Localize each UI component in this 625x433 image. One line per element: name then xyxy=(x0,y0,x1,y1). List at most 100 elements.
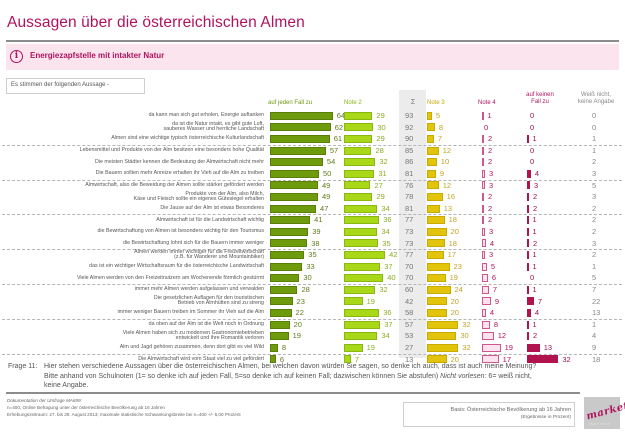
value-label-note4: 3 xyxy=(488,227,494,236)
bar-note1 xyxy=(270,239,308,248)
bar-note3 xyxy=(427,146,439,155)
table-row: Die gesetzlichen Auflagen für den touris… xyxy=(0,296,625,308)
value-label-note5: 0 xyxy=(530,111,535,120)
bar-note4 xyxy=(482,204,484,213)
value-label-sigma: 73 xyxy=(405,238,414,248)
bar-note1 xyxy=(270,297,293,306)
value-label-note4: 2 xyxy=(487,145,493,155)
value-label-unknown: 22 xyxy=(592,296,601,306)
page-title: Aussagen über die österreichischen Almen xyxy=(7,14,305,31)
value-label-unknown: 0 xyxy=(592,122,597,132)
question-text-italic: Nicht vorlesen: xyxy=(440,372,487,380)
bar-note2 xyxy=(344,343,363,352)
bar-note2 xyxy=(344,320,381,329)
value-label-unknown: 18 xyxy=(592,354,601,364)
bar-note5 xyxy=(527,227,529,236)
bar-note2 xyxy=(344,134,373,143)
bar-note1 xyxy=(270,111,333,120)
value-label-unknown: 9 xyxy=(592,343,597,352)
value-label-note4: 2 xyxy=(487,203,493,213)
value-label-sigma: 77 xyxy=(405,215,414,225)
value-label-note5: 1 xyxy=(532,285,537,294)
bar-note2 xyxy=(344,332,378,341)
bar-note1 xyxy=(270,308,292,317)
bar-note2 xyxy=(344,262,381,271)
value-label-note2: 32 xyxy=(379,157,388,167)
value-label-note1: 39 xyxy=(312,227,321,236)
bar-note4 xyxy=(482,134,484,143)
row-label: da oben auf der Alm ist die Welt noch in… xyxy=(148,321,264,328)
bar-note2 xyxy=(344,123,374,132)
column-header-note3: Note 3 xyxy=(427,100,445,106)
value-label-sigma: 42 xyxy=(405,296,414,306)
bar-note3 xyxy=(427,343,459,352)
value-label-note2: 29 xyxy=(376,111,385,120)
value-label-unknown: 1 xyxy=(592,134,597,144)
value-label-sigma: 85 xyxy=(405,145,414,155)
value-label-note4: 8 xyxy=(493,319,498,329)
row-group-divider xyxy=(2,249,622,251)
row-group-divider xyxy=(2,179,622,181)
table-row: Lebensmittel und Produkte von der Alm be… xyxy=(0,145,625,157)
table-row: Almwirtschaft ist für die Landwirtschaft… xyxy=(0,214,625,226)
value-label-note4: 17 xyxy=(502,354,511,364)
question-text-end: 6= weiß nicht, xyxy=(488,372,532,380)
bar-note1 xyxy=(270,192,319,201)
value-label-note3: 9 xyxy=(439,169,444,178)
value-label-note5: 4 xyxy=(534,169,540,178)
row-label: Lebensmittel und Produkte von der Alm be… xyxy=(79,147,264,154)
bar-note1 xyxy=(270,343,278,352)
table-row: Almen sind eine wichtige typisch österre… xyxy=(0,133,625,145)
bar-note1 xyxy=(270,216,311,225)
row-label: Die Bauern sollten mehr Anreize erhalten… xyxy=(95,170,264,177)
bar-note4 xyxy=(482,250,485,259)
logo-subtext: INSTITUT xyxy=(589,422,611,426)
bar-note5 xyxy=(527,320,529,329)
value-label-note1: 54 xyxy=(326,157,336,167)
column-header-note4: Note 4 xyxy=(478,100,496,106)
table-row: immer weniger Bauern treiben im Sommer i… xyxy=(0,307,625,319)
value-label-note3: 18 xyxy=(448,215,457,225)
value-label-unknown: 1 xyxy=(592,319,597,329)
value-label-note2: 30 xyxy=(377,122,386,132)
value-label-note4: 3 xyxy=(488,180,494,190)
value-label-note2: 29 xyxy=(376,134,385,144)
row-group-divider xyxy=(2,144,622,146)
question-text-part: Bitte anhand von Schulnoten (1= so denke… xyxy=(44,372,439,380)
row-group-divider xyxy=(2,353,622,355)
bar-note1 xyxy=(270,262,303,271)
value-label-note1: 6 xyxy=(279,354,285,364)
table-row: da kann man sich gut erholen, Energie au… xyxy=(0,110,625,122)
sigma-column-background xyxy=(399,90,426,358)
bar-note5 xyxy=(527,181,530,190)
value-label-note1: 47 xyxy=(320,203,329,213)
bar-note2 xyxy=(344,158,376,167)
bar-note4 xyxy=(482,181,485,190)
row-group-divider xyxy=(2,284,622,285)
value-label-note4: 6 xyxy=(491,273,497,283)
basis-line1: Basis: Österreichische Bevölkerung ab 16… xyxy=(450,407,571,413)
value-label-note2: 29 xyxy=(376,192,385,202)
value-label-note3: 17 xyxy=(447,250,456,260)
bar-note4 xyxy=(482,158,484,167)
value-label-note5: 1 xyxy=(532,261,537,271)
bar-note3 xyxy=(427,308,447,317)
bar-note1 xyxy=(270,204,317,213)
value-label-note1: 8 xyxy=(281,343,286,352)
value-label-note3: 30 xyxy=(460,331,469,341)
value-label-note1: 62 xyxy=(334,122,344,132)
bar-note5 xyxy=(527,355,559,364)
value-label-note5: 1 xyxy=(532,319,537,329)
question-box: Es stimmen der folgenden Aussage - xyxy=(6,78,145,94)
value-label-note3: 23 xyxy=(453,261,462,271)
value-label-note2: 36 xyxy=(383,215,392,225)
bar-note1 xyxy=(270,355,276,364)
bar-note5 xyxy=(527,239,529,248)
bar-note2 xyxy=(344,355,351,364)
row-group-divider xyxy=(2,214,622,216)
table-row: Die meisten Städter kennen die Bedeutung… xyxy=(0,156,625,168)
value-label-sigma: 90 xyxy=(405,134,414,144)
value-label-note2: 37 xyxy=(384,261,393,271)
value-label-note4: 2 xyxy=(487,134,493,144)
info-circle-icon: i xyxy=(10,50,23,63)
